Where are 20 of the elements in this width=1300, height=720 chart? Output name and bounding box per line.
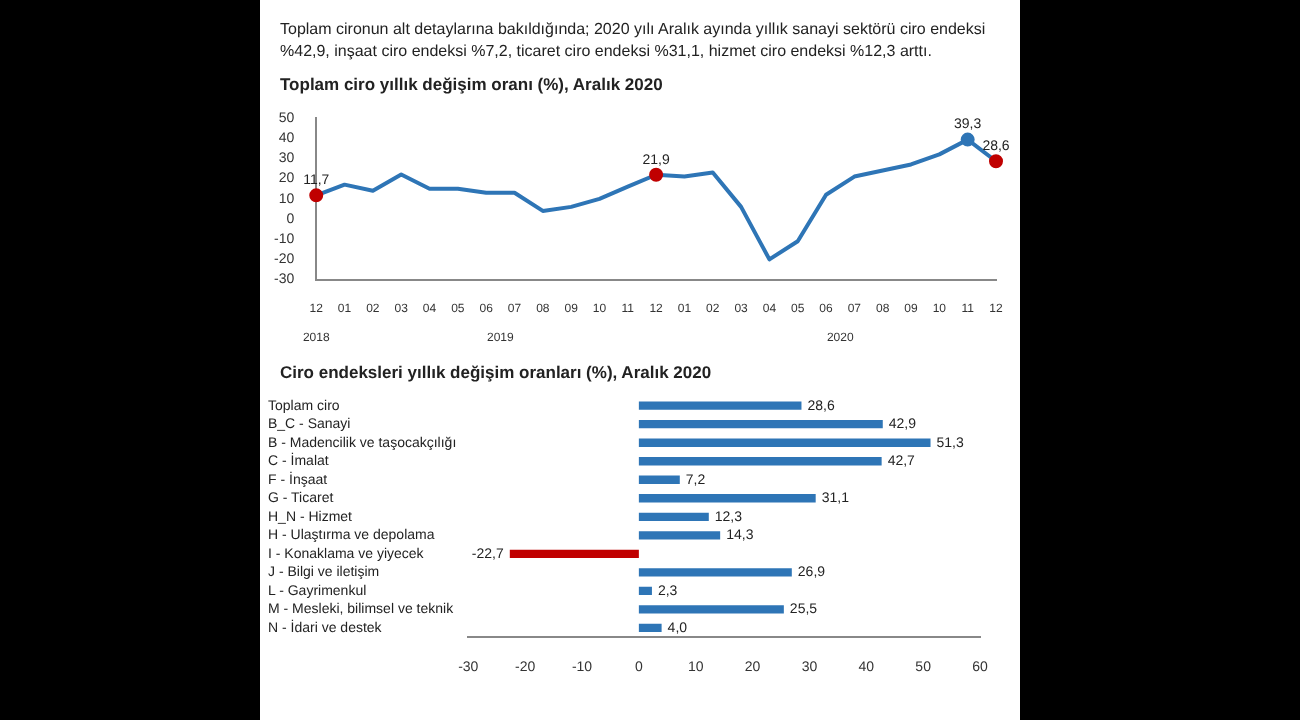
bar (638, 420, 883, 429)
point (309, 188, 324, 203)
chart-title: Toplam ciro yıllık değişim oranı (%), Aralık 2020 (280, 74, 665, 94)
bar (638, 623, 662, 633)
bar (638, 568, 792, 577)
bar (638, 438, 931, 447)
bar (509, 549, 639, 559)
point (960, 132, 975, 147)
bar (638, 457, 882, 466)
point (649, 167, 664, 182)
bar (638, 401, 802, 410)
bar (638, 475, 680, 484)
bar (638, 512, 709, 521)
chart-title: Ciro endeksleri yıllık değişim oranları (%), Aralık 2020 (280, 362, 714, 382)
point (989, 154, 1003, 169)
bar (638, 586, 652, 596)
bar (638, 494, 816, 503)
bar (638, 605, 784, 614)
chart-subtitle: Toplam cironun alt detaylarına bakıldığında; 2020 yılı Aralık ayında yıllık sanayi sektörü ciro endeksi %42,9, inşaat ciro endeksi %7,2, ticaret ciro endeksi %31,1, hizmet ciro endeksi %12,3 arttı. (280, 18, 988, 62)
bar (638, 531, 721, 540)
